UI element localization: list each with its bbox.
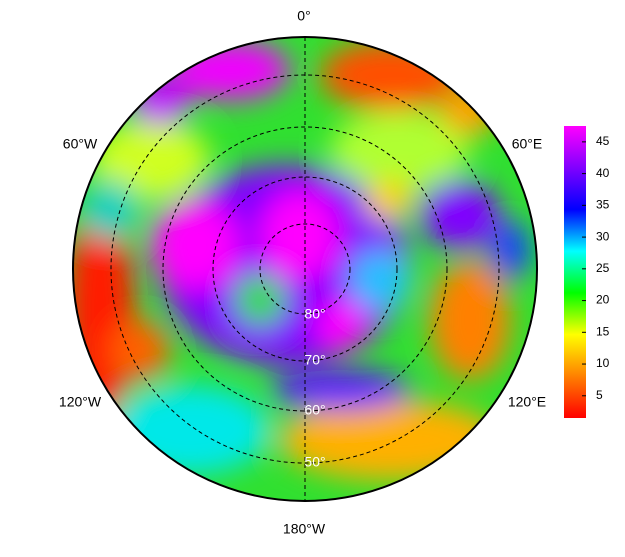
latitude-label: 80° xyxy=(304,306,325,322)
colorbar-tick-label: 30 xyxy=(596,229,610,243)
colorbar-tick-label: 45 xyxy=(596,134,610,148)
colorbar-tick-label: 10 xyxy=(596,356,610,370)
longitude-label: 60°E xyxy=(512,136,543,152)
latitude-circle xyxy=(110,74,500,464)
longitude-label: 60°W xyxy=(63,136,98,152)
map-border xyxy=(72,36,538,502)
latitude-label: 50° xyxy=(304,454,325,470)
colorbar-tick-label: 35 xyxy=(596,198,610,212)
colorbar-tick-label: 20 xyxy=(596,293,610,307)
longitude-label: 120°E xyxy=(508,394,546,410)
latitude-label: 60° xyxy=(304,402,325,418)
colorbar-tick-label: 40 xyxy=(596,166,610,180)
colorbar xyxy=(564,126,586,418)
longitude-label: 120°W xyxy=(59,394,102,410)
graticule xyxy=(110,37,500,501)
latitude-label: 70° xyxy=(304,352,325,368)
raster-field xyxy=(73,37,537,501)
colorbar-tick-label: 15 xyxy=(596,324,610,338)
colorbar-tick-label: 25 xyxy=(596,261,610,275)
latitude-circle xyxy=(259,223,351,315)
colorbar-tick-label: 5 xyxy=(596,388,603,402)
longitude-label: 180°W xyxy=(283,521,326,537)
latitude-circle xyxy=(212,176,398,362)
longitude-label: 0° xyxy=(297,8,310,24)
latitude-circle xyxy=(162,126,448,412)
